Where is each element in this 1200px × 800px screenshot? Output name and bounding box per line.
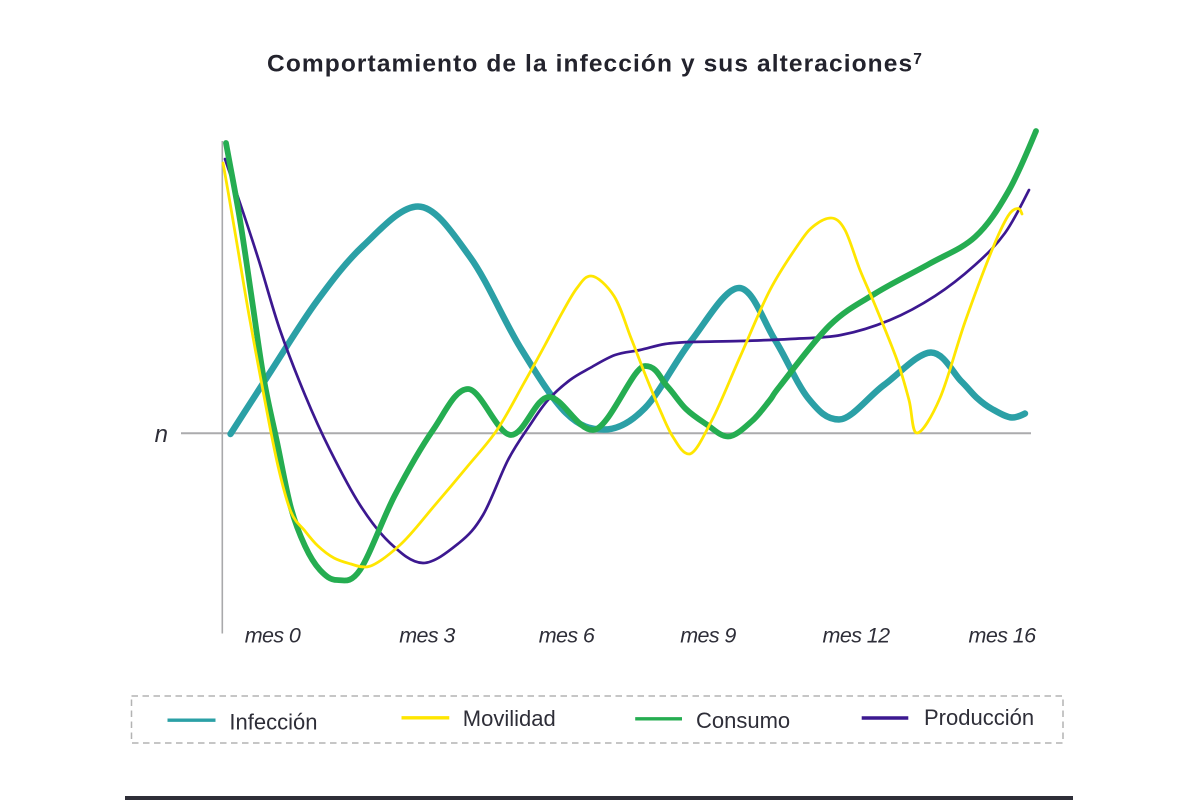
svg-text:Movilidad: Movilidad xyxy=(463,706,556,731)
svg-text:n: n xyxy=(155,421,168,448)
svg-text:mes 12: mes 12 xyxy=(823,624,891,648)
svg-text:mes 0: mes 0 xyxy=(245,624,301,648)
svg-text:mes 9: mes 9 xyxy=(680,624,736,648)
svg-text:Consumo: Consumo xyxy=(696,708,790,733)
svg-text:mes 3: mes 3 xyxy=(399,624,455,648)
svg-text:mes 16: mes 16 xyxy=(969,624,1037,648)
svg-text:Comportamiento de la infección: Comportamiento de la infección y sus alt… xyxy=(267,51,923,78)
svg-text:mes 6: mes 6 xyxy=(539,624,595,648)
svg-text:Infección: Infección xyxy=(229,710,317,735)
svg-text:Producción: Producción xyxy=(924,705,1034,730)
